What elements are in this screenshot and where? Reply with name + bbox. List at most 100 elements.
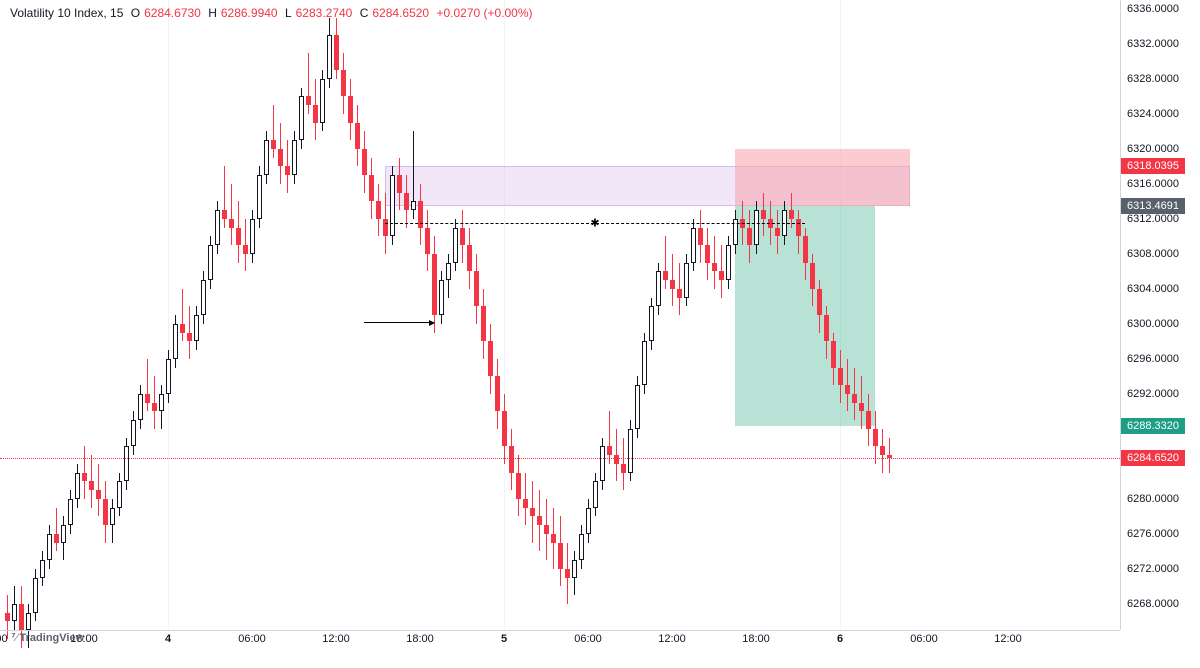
candle[interactable] [509, 429, 514, 490]
candle[interactable] [453, 219, 458, 272]
candle[interactable] [516, 455, 521, 516]
candle[interactable] [817, 280, 822, 333]
candle[interactable] [54, 508, 59, 552]
candle[interactable] [880, 429, 885, 473]
candle[interactable] [705, 228, 710, 281]
candle[interactable] [96, 464, 101, 517]
candle[interactable] [12, 586, 17, 630]
candle[interactable] [859, 376, 864, 429]
candle[interactable] [425, 210, 430, 271]
candle[interactable] [68, 490, 73, 534]
candle[interactable] [432, 236, 437, 332]
candle[interactable] [530, 481, 535, 542]
candle[interactable] [215, 201, 220, 254]
candle[interactable] [523, 473, 528, 526]
candle[interactable] [306, 53, 311, 114]
candle[interactable] [327, 18, 332, 88]
candle[interactable] [621, 438, 626, 491]
candle[interactable] [852, 368, 857, 421]
candle[interactable] [761, 193, 766, 237]
candle[interactable] [159, 385, 164, 429]
candle[interactable] [495, 359, 500, 429]
candle[interactable] [579, 525, 584, 569]
candle[interactable] [299, 88, 304, 149]
candle[interactable] [278, 123, 283, 184]
candle[interactable] [320, 70, 325, 131]
candle[interactable] [537, 490, 542, 551]
candle[interactable] [684, 254, 689, 307]
candle[interactable] [614, 429, 619, 482]
candle[interactable] [831, 333, 836, 386]
chart-plot-area[interactable]: ✱ [0, 0, 1120, 630]
candle[interactable] [544, 499, 549, 560]
candle[interactable] [166, 350, 171, 403]
candle[interactable] [236, 201, 241, 262]
candle[interactable] [390, 166, 395, 245]
candle[interactable] [397, 158, 402, 211]
candle[interactable] [810, 254, 815, 307]
x-marker[interactable]: ✱ [590, 217, 599, 230]
candle[interactable] [565, 543, 570, 604]
candle[interactable] [110, 499, 115, 543]
candle[interactable] [89, 455, 94, 508]
candle[interactable] [558, 516, 563, 586]
candle[interactable] [726, 236, 731, 289]
candle[interactable] [845, 359, 850, 412]
candle[interactable] [607, 411, 612, 464]
candle[interactable] [551, 508, 556, 569]
candle[interactable] [222, 166, 227, 227]
candle[interactable] [642, 333, 647, 394]
candle[interactable] [82, 446, 87, 499]
candle[interactable] [75, 464, 80, 508]
candle[interactable] [355, 105, 360, 166]
candle[interactable] [628, 420, 633, 481]
candle[interactable] [593, 473, 598, 517]
candle[interactable] [467, 228, 472, 289]
candle[interactable] [250, 210, 255, 263]
candle[interactable] [691, 219, 696, 272]
candle[interactable] [348, 79, 353, 140]
candle[interactable] [229, 184, 234, 245]
price-axis[interactable]: 6336.00006332.00006328.00006324.00006320… [1120, 0, 1200, 630]
candle[interactable] [313, 79, 318, 140]
candle[interactable] [376, 184, 381, 237]
candle[interactable] [698, 210, 703, 263]
candle[interactable] [656, 263, 661, 316]
candle[interactable] [404, 175, 409, 228]
candle[interactable] [264, 131, 269, 184]
candle[interactable] [292, 131, 297, 184]
candle[interactable] [131, 411, 136, 455]
candle[interactable] [796, 210, 801, 254]
candle[interactable] [586, 499, 591, 543]
candle[interactable] [719, 245, 724, 298]
candle[interactable] [187, 306, 192, 359]
candle[interactable] [712, 236, 717, 289]
candle[interactable] [838, 350, 843, 403]
candle[interactable] [775, 210, 780, 254]
candle[interactable] [285, 140, 290, 193]
candle[interactable] [754, 201, 759, 254]
candle[interactable] [439, 271, 444, 324]
candle[interactable] [180, 289, 185, 342]
candle[interactable] [152, 376, 157, 429]
candle[interactable] [103, 481, 108, 542]
candle[interactable] [411, 131, 416, 219]
candle[interactable] [208, 236, 213, 289]
candle[interactable] [173, 315, 178, 368]
candle[interactable] [677, 263, 682, 316]
candle[interactable] [243, 219, 248, 272]
arrow-annotation[interactable] [364, 322, 434, 323]
candle[interactable] [341, 53, 346, 114]
candle[interactable] [502, 394, 507, 464]
candle[interactable] [201, 271, 206, 324]
candle[interactable] [635, 376, 640, 437]
candle[interactable] [33, 569, 38, 622]
candle[interactable] [600, 438, 605, 491]
candle[interactable] [481, 289, 486, 359]
candle[interactable] [670, 254, 675, 307]
candle[interactable] [887, 438, 892, 473]
candle[interactable] [40, 551, 45, 586]
candle[interactable] [747, 210, 752, 263]
candle[interactable] [61, 516, 66, 560]
candle[interactable] [47, 525, 52, 569]
